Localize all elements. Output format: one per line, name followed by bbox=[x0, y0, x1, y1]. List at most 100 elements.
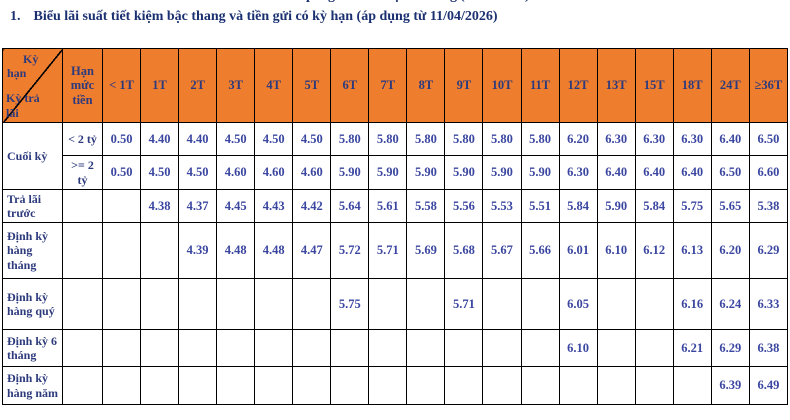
rate-cell bbox=[140, 278, 180, 330]
term-header-24t: 24T bbox=[710, 48, 750, 123]
rate-cell: 0.50 bbox=[101, 155, 142, 190]
tier-label-ge2ty: >= 2 tỷ bbox=[62, 155, 103, 190]
term-header-1t: 1T bbox=[140, 48, 180, 123]
rate-cell bbox=[520, 278, 560, 330]
rate-cell: 6.10 bbox=[558, 329, 598, 367]
table-row-cuoi-ky-lt2ty: Cuối kỳ < 2 tỷ 0.50 4.40 4.40 4.50 4.50 … bbox=[2, 122, 789, 190]
rate-cell: 5.84 bbox=[558, 189, 598, 223]
rate-cell: 4.43 bbox=[254, 189, 294, 223]
rate-cell: 6.39 bbox=[710, 366, 750, 405]
rate-cell: 5.72 bbox=[330, 222, 370, 279]
term-header-ge36t: ≥36T bbox=[748, 48, 789, 123]
rate-cell: 6.49 bbox=[748, 366, 789, 405]
rate-cell: 5.80 bbox=[368, 122, 408, 156]
rate-cell: 4.38 bbox=[140, 189, 180, 223]
row-label-dinh-ky-6-thang: Định kỳ 6 tháng bbox=[2, 329, 63, 367]
rate-cell: 4.60 bbox=[292, 155, 332, 190]
rate-cell bbox=[368, 329, 408, 367]
rate-cell bbox=[216, 278, 256, 330]
rate-cell: 5.68 bbox=[444, 222, 484, 279]
table-row-dinh-ky-hang-nam: Định kỳ hàng năm 6.39 6.49 bbox=[2, 366, 789, 405]
row-label-dinh-ky-hang-thang: Định kỳ hàng tháng bbox=[2, 222, 63, 279]
rate-cell: 5.90 bbox=[482, 155, 522, 190]
rate-cell: 5.90 bbox=[330, 155, 370, 190]
rate-cell: 5.67 bbox=[482, 222, 522, 279]
rate-cell: 0.50 bbox=[101, 122, 142, 156]
rate-cell: 6.30 bbox=[634, 122, 674, 156]
rate-cell: 6.50 bbox=[710, 155, 750, 190]
tier-label-empty bbox=[62, 222, 103, 279]
tier-label-empty bbox=[62, 366, 103, 405]
rate-cell: 4.42 bbox=[292, 189, 332, 223]
rate-cell: 5.75 bbox=[330, 278, 370, 330]
rate-cell: 4.40 bbox=[140, 122, 180, 156]
rate-cell: 5.90 bbox=[444, 155, 484, 190]
page-title: 1. Biểu lãi suất tiết kiệm bậc thang và … bbox=[10, 9, 498, 25]
rate-cell: 6.24 bbox=[710, 278, 750, 330]
rate-cell: 6.16 bbox=[672, 278, 712, 330]
clipped-glyph: đ bbox=[427, 0, 435, 4]
limit-header: Hạn mức tiền bbox=[62, 48, 103, 123]
rate-cell: 5.84 bbox=[634, 189, 674, 223]
rate-cell bbox=[292, 366, 332, 405]
rate-cell bbox=[558, 366, 598, 405]
rate-cell: 4.60 bbox=[254, 155, 294, 190]
rate-cell: 6.40 bbox=[596, 155, 636, 190]
rate-cell bbox=[101, 189, 142, 223]
rate-cell bbox=[368, 278, 408, 330]
clipped-glyph: g bbox=[328, 0, 335, 4]
rate-cell bbox=[482, 329, 522, 367]
rate-cell: 6.29 bbox=[748, 222, 789, 279]
rate-cell bbox=[178, 366, 218, 405]
clipped-glyph: ) bbox=[525, 0, 530, 4]
clipped-top-text: p g ụ đ g ( ) bbox=[0, 0, 790, 6]
tier-label-lt2ty: < 2 tỷ bbox=[62, 122, 103, 156]
table-row-dinh-ky-hang-quy: Định kỳ hàng quý 5.75 5.71 6.05 6.16 6.2… bbox=[2, 278, 789, 330]
rate-cell: 5.80 bbox=[406, 122, 446, 156]
rate-cell: 5.38 bbox=[748, 189, 789, 223]
term-header-12t: 12T bbox=[558, 48, 598, 123]
rate-cell: 5.71 bbox=[444, 278, 484, 330]
rate-cell: 5.90 bbox=[406, 155, 446, 190]
rate-cell bbox=[101, 329, 142, 367]
rate-cell: 5.53 bbox=[482, 189, 522, 223]
table-row-cuoi-ky-ge2ty: >= 2 tỷ 0.50 4.50 4.50 4.60 4.60 4.60 5.… bbox=[3, 155, 789, 190]
rate-cell bbox=[140, 329, 180, 367]
rate-cell: 6.20 bbox=[710, 222, 750, 279]
term-header-2t: 2T bbox=[178, 48, 218, 123]
rate-cell bbox=[178, 329, 218, 367]
rate-cell: 4.50 bbox=[292, 122, 332, 156]
rate-cell: 5.80 bbox=[330, 122, 370, 156]
table-row-dinh-ky-hang-thang: Định kỳ hàng tháng 4.39 4.48 4.48 4.47 5… bbox=[2, 222, 789, 279]
rate-cell: 5.71 bbox=[368, 222, 408, 279]
corner-top-label: Kỳ hạn bbox=[7, 52, 39, 81]
row-label-tra-lai-truoc: Trả lãi trước bbox=[2, 189, 63, 223]
rate-cell bbox=[596, 366, 636, 405]
rate-cell bbox=[216, 366, 256, 405]
rate-cell bbox=[672, 366, 712, 405]
rate-cell bbox=[596, 278, 636, 330]
rate-cell bbox=[520, 329, 560, 367]
row-label-dinh-ky-hang-quy: Định kỳ hàng quý bbox=[2, 278, 63, 330]
rate-cell bbox=[634, 366, 674, 405]
rate-cell bbox=[520, 366, 560, 405]
rate-cell: 5.90 bbox=[368, 155, 408, 190]
term-header-7t: 7T bbox=[368, 48, 408, 123]
rate-cell bbox=[140, 366, 180, 405]
row-label-cuoi-ky: Cuối kỳ bbox=[2, 122, 63, 190]
rate-cell bbox=[254, 366, 294, 405]
rate-cell: 6.13 bbox=[672, 222, 712, 279]
rate-cell bbox=[330, 366, 370, 405]
rate-cell bbox=[140, 222, 180, 279]
rate-cell bbox=[254, 329, 294, 367]
rate-cell: 6.40 bbox=[634, 155, 674, 190]
rate-cell bbox=[101, 278, 142, 330]
rate-cell bbox=[406, 366, 446, 405]
rate-cell: 5.80 bbox=[444, 122, 484, 156]
term-header-13t: 13T bbox=[596, 48, 636, 123]
rate-cell bbox=[444, 366, 484, 405]
rate-cell: 5.56 bbox=[444, 189, 484, 223]
rate-cell: 6.21 bbox=[672, 329, 712, 367]
table-row-tra-lai-truoc: Trả lãi trước 4.38 4.37 4.45 4.43 4.42 5… bbox=[2, 189, 789, 223]
term-header-4t: 4T bbox=[254, 48, 294, 123]
